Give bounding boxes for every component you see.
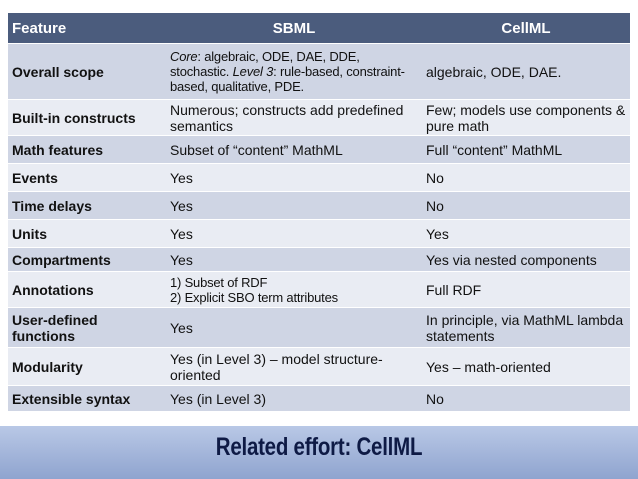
sbml-cell: Yes bbox=[166, 163, 422, 192]
cellml-cell: Few; models use components & pure math bbox=[422, 99, 630, 136]
cellml-cell: Full “content” MathML bbox=[422, 135, 630, 164]
feature-cell: Annotations bbox=[8, 271, 166, 308]
feature-cell: Time delays bbox=[8, 191, 166, 220]
sbml-cell: Yes (in Level 3) – model structure-orien… bbox=[166, 347, 422, 386]
footer-banner bbox=[0, 426, 638, 479]
feature-cell: Compartments bbox=[8, 247, 166, 272]
table-row: Compartments Yes Yes via nested componen… bbox=[8, 247, 630, 272]
annotation-line-1: 1) Subset of RDF bbox=[170, 274, 268, 290]
cellml-cell: In principle, via MathML lambda statemen… bbox=[422, 307, 630, 348]
table-row: Annotations 1) Subset of RDF 2) Explicit … bbox=[8, 271, 630, 308]
table-row: Built-in constructs Numerous; constructs… bbox=[8, 99, 630, 136]
feature-cell: Extensible syntax bbox=[8, 385, 166, 412]
sbml-cell: Subset of “content” MathML bbox=[166, 135, 422, 164]
table-row: Math features Subset of “content” MathML… bbox=[8, 135, 630, 164]
table-row: Time delays Yes No bbox=[8, 191, 630, 220]
cellml-cell: Yes bbox=[422, 219, 630, 248]
sbml-cell: Core: algebraic, ODE, DAE, DDE, stochast… bbox=[166, 43, 422, 100]
column-header-sbml: SBML bbox=[166, 13, 422, 44]
table-row: Events Yes No bbox=[8, 163, 630, 192]
feature-cell: User-defined functions bbox=[8, 307, 166, 348]
feature-cell: Built-in constructs bbox=[8, 99, 166, 136]
cellml-cell: No bbox=[422, 191, 630, 220]
level3-text: : rule-based, constraint-based, qualitat… bbox=[170, 64, 405, 94]
feature-cell: Units bbox=[8, 219, 166, 248]
table-row: Units Yes Yes bbox=[8, 219, 630, 248]
sbml-cell: Yes (in Level 3) bbox=[166, 385, 422, 412]
table-row: Overall scope Core: algebraic, ODE, DAE,… bbox=[8, 43, 630, 100]
feature-cell: Events bbox=[8, 163, 166, 192]
core-text: : algebraic, ODE, DAE, DDE, stochastic. bbox=[170, 49, 360, 79]
comparison-table: Feature SBML CellML Overall scope Core: … bbox=[8, 13, 630, 412]
cellml-cell: Yes via nested components bbox=[422, 247, 630, 272]
table-header-row: Feature SBML CellML bbox=[8, 13, 630, 44]
cellml-cell: Yes – math-oriented bbox=[422, 347, 630, 386]
feature-cell: Modularity bbox=[8, 347, 166, 386]
sbml-cell: Yes bbox=[166, 307, 422, 348]
feature-cell: Math features bbox=[8, 135, 166, 164]
column-header-cellml: CellML bbox=[422, 13, 630, 44]
sbml-cell: Numerous; constructs add predefined sema… bbox=[166, 99, 422, 136]
cellml-cell: No bbox=[422, 385, 630, 412]
sbml-cell: 1) Subset of RDF 2) Explicit SBO term att… bbox=[166, 271, 422, 308]
sbml-cell: Yes bbox=[166, 247, 422, 272]
annotation-line-2: 2) Explicit SBO term attributes bbox=[170, 289, 338, 305]
table-row: Modularity Yes (in Level 3) – model stru… bbox=[8, 347, 630, 386]
table-row: Extensible syntax Yes (in Level 3) No bbox=[8, 385, 630, 412]
level3-label: Level 3 bbox=[232, 64, 274, 79]
column-header-feature: Feature bbox=[8, 13, 166, 44]
feature-cell: Overall scope bbox=[8, 43, 166, 100]
cellml-cell: algebraic, ODE, DAE. bbox=[422, 43, 630, 100]
core-label: Core bbox=[170, 49, 198, 64]
footer-title: Related effort: CellML bbox=[215, 433, 423, 461]
sbml-cell: Yes bbox=[166, 191, 422, 220]
cellml-cell: No bbox=[422, 163, 630, 192]
sbml-cell: Yes bbox=[166, 219, 422, 248]
table-row: User-defined functions Yes In principle,… bbox=[8, 307, 630, 348]
cellml-cell: Full RDF bbox=[422, 271, 630, 308]
